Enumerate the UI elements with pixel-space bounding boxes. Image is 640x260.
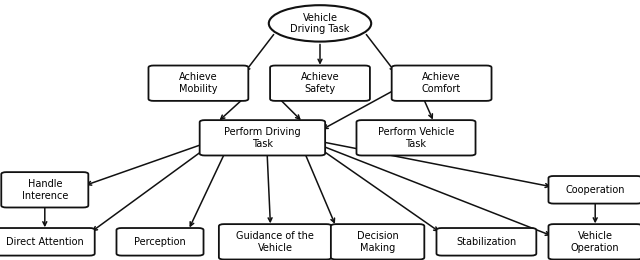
Text: Vehicle
Operation: Vehicle Operation <box>571 231 620 253</box>
Text: Handle
Interence: Handle Interence <box>22 179 68 201</box>
Text: Achieve
Mobility: Achieve Mobility <box>179 72 218 94</box>
Text: Perform Driving
Task: Perform Driving Task <box>224 127 301 149</box>
FancyBboxPatch shape <box>200 120 325 155</box>
FancyBboxPatch shape <box>116 228 204 256</box>
Text: Stabilization: Stabilization <box>456 237 516 247</box>
FancyBboxPatch shape <box>331 224 424 259</box>
Text: Decision
Making: Decision Making <box>356 231 399 253</box>
FancyBboxPatch shape <box>0 228 95 256</box>
FancyBboxPatch shape <box>548 176 640 204</box>
FancyBboxPatch shape <box>1 172 88 207</box>
Text: Direct Attention: Direct Attention <box>6 237 84 247</box>
Ellipse shape <box>269 5 371 42</box>
Text: Guidance of the
Vehicle: Guidance of the Vehicle <box>236 231 314 253</box>
FancyBboxPatch shape <box>219 224 332 259</box>
FancyBboxPatch shape <box>356 120 476 155</box>
Text: Cooperation: Cooperation <box>566 185 625 195</box>
FancyBboxPatch shape <box>148 66 248 101</box>
FancyBboxPatch shape <box>436 228 536 256</box>
Text: Achieve
Safety: Achieve Safety <box>301 72 339 94</box>
FancyBboxPatch shape <box>548 224 640 259</box>
Text: Vehicle
Driving Task: Vehicle Driving Task <box>291 12 349 34</box>
Text: Perform Vehicle
Task: Perform Vehicle Task <box>378 127 454 149</box>
Text: Perception: Perception <box>134 237 186 247</box>
FancyBboxPatch shape <box>392 66 492 101</box>
Text: Achieve
Comfort: Achieve Comfort <box>422 72 461 94</box>
FancyBboxPatch shape <box>270 66 370 101</box>
